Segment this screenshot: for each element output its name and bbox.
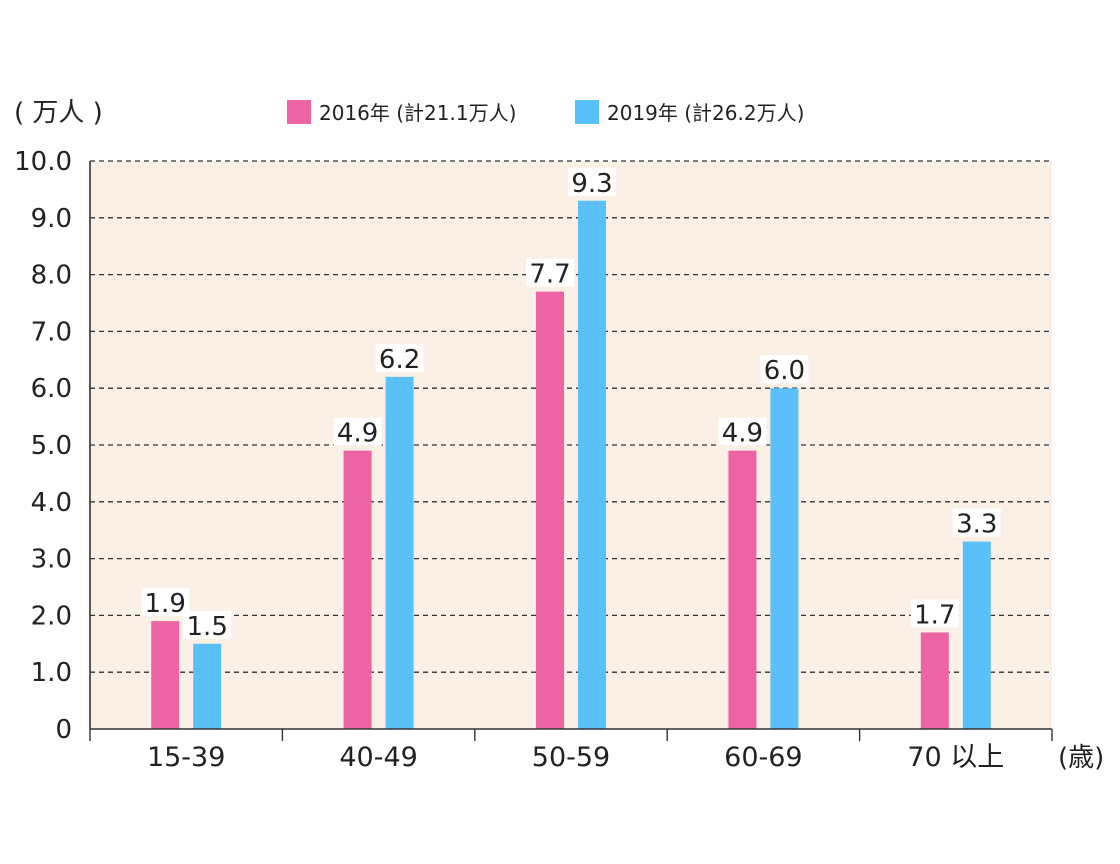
y-tick-label: 4.0 — [31, 488, 72, 518]
y-axis-unit-label: ( 万人 ) — [14, 98, 103, 128]
x-category-label: 70 以上 — [907, 742, 1004, 773]
legend-label-2019: 2019年 (計26.2万人) — [607, 101, 804, 125]
bars — [151, 200, 991, 729]
data-labels: 1.91.5 4.9 6.2 7.7 9.3 4.9 6.0 1.7 3.3 — [141, 167, 1001, 642]
data-label: 4.9 — [722, 419, 763, 449]
data-label: 6.0 — [764, 356, 805, 386]
data-label: 1.9 — [145, 589, 186, 619]
bar-2016-50-59 — [536, 291, 564, 729]
legend-swatch-2019 — [575, 100, 599, 124]
data-label-background — [141, 588, 190, 617]
data-label-background — [760, 355, 809, 384]
y-tick-label: 0 — [55, 715, 72, 745]
data-label: 4.9 — [337, 419, 378, 449]
data-label-background — [952, 508, 1001, 537]
data-label: 6.2 — [379, 345, 420, 375]
x-axis-unit-label: (歳) — [1058, 743, 1104, 773]
x-category-label: 50-59 — [532, 742, 610, 773]
data-label-background — [718, 417, 767, 446]
bar-2019-50-59 — [578, 200, 606, 729]
data-label: 1.5 — [187, 612, 228, 642]
y-tick-label: 2.0 — [31, 601, 72, 631]
x-category-label: 40-49 — [339, 742, 417, 773]
y-tick-label: 5.0 — [31, 431, 72, 461]
bar-2019-70以上 — [962, 541, 991, 729]
data-label: 9.3 — [571, 169, 612, 199]
legend-swatch-2016 — [287, 100, 311, 124]
data-label-background — [526, 258, 574, 287]
bar-2019-40-49 — [385, 376, 414, 729]
bar-2016-70以上 — [920, 632, 949, 729]
bar-2019-60-69 — [770, 388, 799, 729]
data-label-background — [333, 417, 382, 446]
y-tick-label: 3.0 — [31, 545, 72, 575]
axes — [89, 161, 1052, 730]
data-label-background — [910, 599, 959, 628]
x-category-label: 15-39 — [147, 742, 225, 773]
legend: 2016年 (計21.1万人) 2019年 (計26.2万人) — [287, 100, 804, 125]
data-label: 3.3 — [956, 510, 997, 540]
data-label-background — [375, 343, 424, 372]
y-tick-label: 9.0 — [31, 204, 72, 234]
legend-label-2016: 2016年 (計21.1万人) — [319, 101, 516, 125]
bar-2019-15-39 — [193, 643, 222, 729]
y-tick-label: 6.0 — [31, 374, 72, 404]
y-tick-label: 8.0 — [31, 261, 72, 291]
x-axis-ticks: 15-39 40-49 50-59 60-69 70 以上 — [89, 729, 1053, 773]
data-label: 7.7 — [529, 260, 570, 290]
y-tick-label: 10.0 — [14, 147, 72, 177]
data-label-background — [183, 610, 232, 639]
bar-2016-40-49 — [343, 450, 372, 729]
data-label: 1.7 — [914, 600, 955, 630]
x-category-label: 60-69 — [724, 742, 802, 773]
y-tick-label: 7.0 — [31, 317, 72, 347]
y-axis-ticks: 0 1.0 2.0 3.0 4.0 5.0 6.0 7.0 8.0 9.0 10.0 — [14, 147, 72, 745]
grid-lines — [90, 160, 1052, 673]
y-tick-label: 1.0 — [31, 658, 72, 688]
bar-2016-60-69 — [728, 450, 757, 729]
bar-2016-15-39 — [151, 621, 180, 729]
data-label-background — [568, 167, 616, 196]
